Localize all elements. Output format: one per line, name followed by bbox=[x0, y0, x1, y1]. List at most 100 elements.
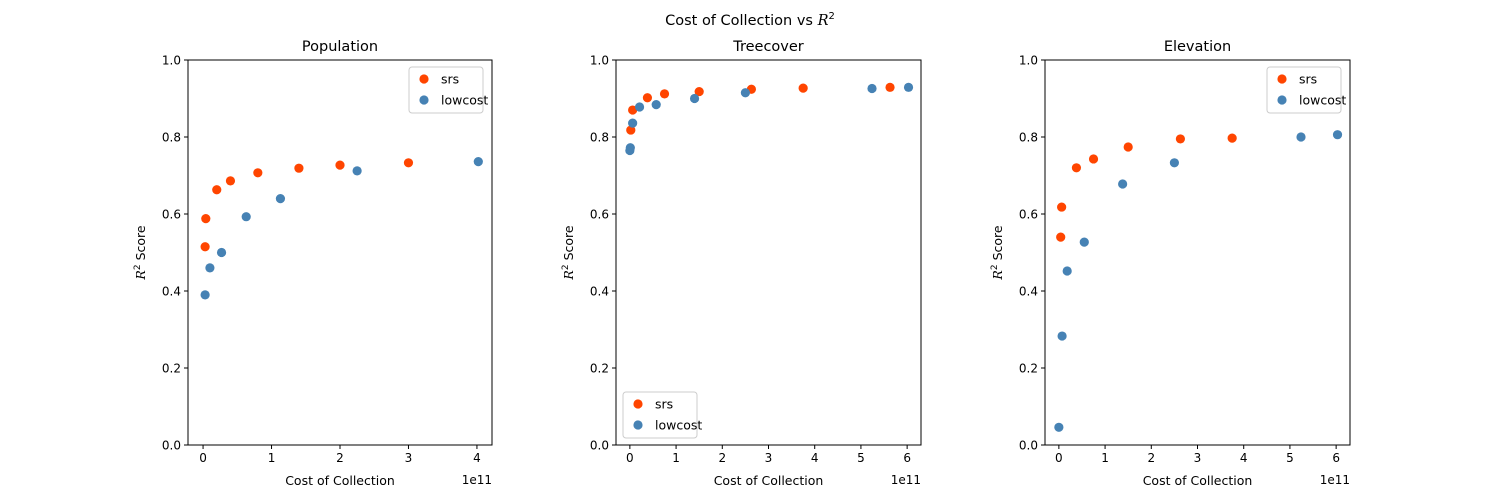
y-axis-label-sup: 2 bbox=[990, 264, 1000, 270]
x-axis-label: Cost of Collection bbox=[285, 473, 395, 488]
y-tick-label: 1.0 bbox=[590, 53, 609, 67]
axes-frame bbox=[1044, 59, 1351, 446]
x-tick-label: 6 bbox=[903, 451, 911, 465]
y-axis-label: R2 Score bbox=[990, 225, 1005, 280]
y-axis-label-math: R bbox=[133, 270, 148, 280]
axes-frame bbox=[187, 59, 493, 446]
y-tick-label: 0.8 bbox=[162, 130, 181, 144]
data-point-lowcost bbox=[352, 166, 362, 176]
data-point-srs bbox=[403, 158, 414, 168]
data-point-lowcost bbox=[275, 194, 286, 204]
data-point-lowcost bbox=[1296, 132, 1306, 142]
legend-label-srs: srs bbox=[655, 396, 673, 411]
data-point-lowcost bbox=[1118, 179, 1128, 189]
data-point-srs bbox=[200, 242, 210, 252]
chart-title: Population bbox=[302, 39, 378, 55]
data-point-lowcost bbox=[740, 88, 750, 98]
suptitle-sup: 2 bbox=[829, 11, 835, 22]
data-point-srs bbox=[659, 89, 670, 99]
x-tick-label: 4 bbox=[473, 451, 481, 465]
x-tick-label: 0 bbox=[626, 451, 634, 465]
y-tick-label: 0.0 bbox=[1019, 438, 1038, 452]
data-point-lowcost bbox=[473, 157, 483, 167]
data-point-lowcost bbox=[1062, 266, 1072, 276]
data-point-lowcost bbox=[867, 83, 877, 94]
y-tick-label: 0.6 bbox=[590, 207, 609, 221]
y-tick-label: 0.8 bbox=[590, 130, 609, 144]
legend-marker-srs bbox=[419, 74, 429, 84]
data-point-lowcost bbox=[628, 118, 638, 128]
chart-title: Elevation bbox=[1164, 39, 1231, 55]
x-tick-label: 4 bbox=[811, 451, 819, 465]
y-tick-label: 0.6 bbox=[1019, 207, 1038, 221]
x-tick-label: 3 bbox=[765, 451, 773, 465]
data-point-lowcost bbox=[1169, 158, 1179, 168]
figure-suptitle: Cost of Collection vs R2 bbox=[665, 11, 835, 29]
x-tick-label: 3 bbox=[1194, 451, 1202, 465]
x-axis-label: Cost of Collection bbox=[1143, 473, 1253, 488]
data-point-srs bbox=[1175, 134, 1186, 144]
data-point-lowcost bbox=[903, 82, 914, 92]
legend-marker-srs bbox=[1277, 74, 1287, 84]
data-point-srs bbox=[225, 176, 236, 186]
y-axis-label-sup: 2 bbox=[561, 264, 571, 270]
x-axis-offset-label: 1e11 bbox=[1320, 473, 1350, 487]
y-axis-label: R2 Score bbox=[133, 225, 148, 280]
chart-title: Treecover bbox=[732, 39, 804, 55]
data-point-srs bbox=[1057, 202, 1067, 212]
legend-label-lowcost: lowcost bbox=[655, 417, 702, 432]
x-tick-label: 0 bbox=[1055, 451, 1063, 465]
y-axis-label-suffix: Score bbox=[133, 225, 148, 264]
y-tick-label: 1.0 bbox=[1019, 53, 1038, 67]
data-point-lowcost bbox=[1332, 130, 1343, 140]
x-tick-label: 6 bbox=[1332, 451, 1340, 465]
data-point-srs bbox=[628, 105, 638, 115]
y-tick-label: 0.4 bbox=[590, 284, 609, 298]
data-point-srs bbox=[885, 82, 895, 92]
data-point-lowcost bbox=[200, 290, 210, 300]
data-point-srs bbox=[1227, 133, 1237, 143]
x-tick-label: 4 bbox=[1240, 451, 1248, 465]
legend-label-lowcost: lowcost bbox=[441, 92, 488, 107]
data-point-lowcost bbox=[625, 143, 635, 153]
x-tick-label: 2 bbox=[336, 451, 344, 465]
legend-label-srs: srs bbox=[1299, 71, 1317, 86]
chart-treecover: Treecover 0 1 2 3 4 5 6 0.0 0.2 0.4 0.6 0.8 1.0 Cost o… bbox=[561, 39, 922, 488]
legend: srs lowcost bbox=[408, 66, 488, 114]
y-tick-label: 0.2 bbox=[1019, 361, 1038, 375]
x-axis-offset-label: 1e11 bbox=[891, 473, 921, 487]
y-tick-label: 0.2 bbox=[162, 361, 181, 375]
x-tick-label: 2 bbox=[1147, 451, 1155, 465]
y-axis-label-math: R bbox=[561, 270, 576, 280]
y-tick-label: 0.2 bbox=[590, 361, 609, 375]
y-tick-label: 0.6 bbox=[162, 207, 181, 221]
data-point-srs bbox=[626, 125, 636, 135]
y-axis-label-suffix: Score bbox=[990, 225, 1005, 264]
x-axis-label: Cost of Collection bbox=[714, 473, 824, 488]
suptitle-prefix: Cost of Collection vs bbox=[665, 13, 818, 29]
data-point-lowcost bbox=[216, 247, 227, 258]
legend-marker-srs bbox=[633, 399, 643, 409]
data-point-srs bbox=[1056, 232, 1066, 242]
data-point-srs bbox=[694, 86, 704, 97]
chart-panels: Population 0 1 2 3 4 0.0 0.2 0.4 0.6 0.8 1.0 Cost of… bbox=[133, 39, 1351, 488]
chart-elevation: Elevation 0 1 2 3 4 5 6 0.0 0.2 0.4 0.6 0.8 1.0 Cost o… bbox=[990, 39, 1351, 488]
data-point-lowcost bbox=[241, 212, 251, 222]
data-point-lowcost bbox=[689, 93, 700, 104]
data-point-srs bbox=[1071, 163, 1082, 173]
legend-marker-lowcost bbox=[419, 95, 429, 105]
y-tick-label: 0.4 bbox=[1019, 284, 1038, 298]
data-point-srs bbox=[798, 83, 808, 93]
data-point-srs bbox=[1123, 142, 1133, 152]
legend-label-lowcost: lowcost bbox=[1299, 92, 1346, 107]
data-point-lowcost bbox=[651, 100, 661, 110]
x-tick-label: 0 bbox=[199, 451, 207, 465]
y-axis-label: R2 Score bbox=[561, 225, 576, 280]
data-point-srs bbox=[201, 214, 211, 224]
x-axis-offset-label: 1e11 bbox=[462, 473, 492, 487]
x-tick-label: 1 bbox=[672, 451, 680, 465]
y-axis-label-suffix: Score bbox=[561, 225, 576, 264]
x-tick-label: 1 bbox=[1101, 451, 1109, 465]
data-point-srs bbox=[253, 168, 263, 178]
